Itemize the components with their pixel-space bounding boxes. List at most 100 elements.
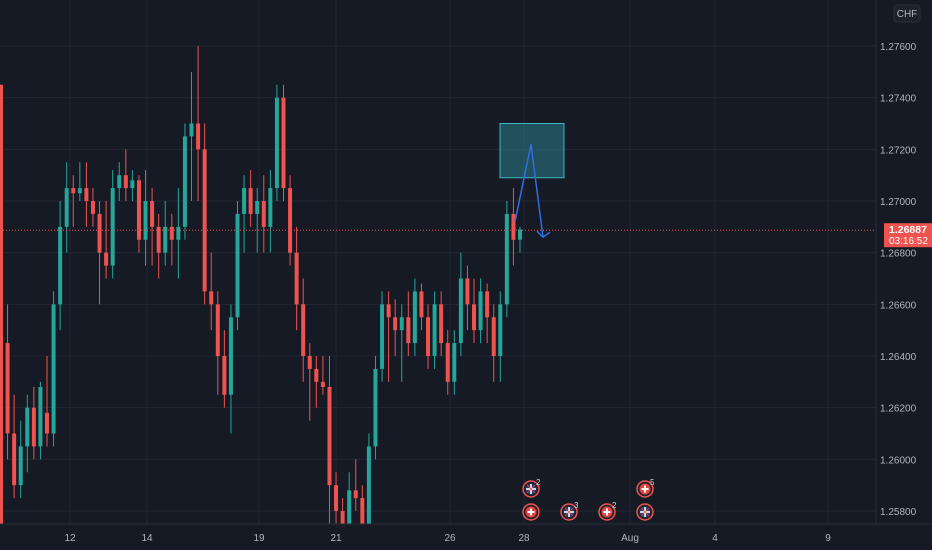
price-axis[interactable]: [876, 0, 932, 524]
uk-flag-icon[interactable]: 2: [522, 478, 541, 498]
candle-body: [189, 123, 194, 137]
candle-body: [419, 291, 424, 318]
candle-body: [353, 490, 358, 499]
candle-body: [452, 343, 457, 382]
last-price-value: 1.26887: [889, 224, 927, 236]
swiss-flag-icon[interactable]: 2: [598, 501, 617, 521]
candle-body: [274, 97, 279, 189]
projection-arrow-head: [536, 230, 551, 239]
candle-body: [412, 291, 417, 344]
candle-body: [498, 304, 503, 356]
candle-body: [478, 291, 483, 331]
candle-body: [366, 446, 371, 524]
price-tick-label: 1.27600: [880, 42, 917, 53]
economic-event-markers[interactable]: 2 3 2 5: [522, 478, 655, 521]
candle-body: [156, 226, 161, 253]
price-tick-label: 1.26200: [880, 404, 917, 415]
currency-badge[interactable]: [893, 4, 921, 23]
time-tick-label: 19: [253, 533, 265, 544]
candle-body: [123, 175, 128, 189]
candle-body: [5, 343, 10, 434]
candle-body: [340, 511, 345, 524]
candle-body: [202, 149, 207, 292]
candle-body: [182, 136, 187, 227]
candle-body: [196, 123, 201, 150]
candle-body: [334, 485, 339, 511]
candle-body: [176, 226, 181, 240]
candle-body: [215, 304, 220, 356]
last-price-tag-bg: [884, 223, 932, 248]
time-axis-ticks: 12 14 19 21 26 28 Aug 4 9: [64, 533, 831, 544]
grid-lines: [0, 0, 876, 524]
price-tick-label: 1.26800: [880, 249, 917, 260]
uk-flag-icon[interactable]: [636, 503, 654, 521]
candle-body: [18, 446, 23, 486]
candle-body: [209, 291, 214, 305]
candle-body: [320, 381, 325, 387]
candle-body: [281, 97, 286, 189]
candle-body: [117, 175, 122, 189]
time-axis[interactable]: [0, 524, 932, 550]
candle-body: [307, 356, 312, 369]
price-tick-label: 1.27400: [880, 94, 917, 105]
candle-body: [150, 201, 155, 227]
swiss-flag-icon[interactable]: 5: [636, 478, 655, 498]
candle-body: [426, 317, 431, 356]
candle-body: [110, 188, 115, 266]
event-count: 3: [574, 501, 579, 510]
candle-body: [163, 226, 168, 253]
candle-body: [406, 317, 411, 344]
drawings[interactable]: [499, 123, 565, 239]
candle-body: [51, 304, 56, 434]
candle-body: [25, 407, 30, 447]
time-tick-label: 28: [518, 533, 530, 544]
candle-body: [268, 188, 273, 227]
last-price-tag: 1.26887 03:16:52: [884, 223, 932, 248]
candle-body: [136, 180, 141, 240]
price-tick-label: 1.27200: [880, 145, 917, 156]
candle-body: [64, 188, 69, 227]
candle-body: [242, 188, 247, 214]
candle-body: [511, 213, 516, 240]
candle-body: [255, 201, 260, 214]
time-tick-label: 21: [330, 533, 342, 544]
candle-body: [491, 317, 496, 356]
time-tick-label: 14: [141, 533, 153, 544]
time-tick-label: 12: [64, 533, 76, 544]
candle-body: [97, 213, 102, 253]
candle-body: [38, 387, 43, 447]
candles: [0, 46, 522, 537]
uk-flag-icon[interactable]: 3: [560, 501, 579, 521]
projection-arrow[interactable]: [514, 144, 544, 238]
price-tick-label: 1.26400: [880, 352, 917, 363]
candle-body: [44, 412, 49, 434]
candle-body: [31, 407, 36, 447]
candle-body: [222, 356, 227, 395]
time-tick-label: Aug: [621, 533, 639, 544]
countdown-value: 03:16:52: [889, 236, 928, 247]
candle-body: [0, 84, 3, 537]
candle-body: [104, 252, 109, 266]
candle-body: [518, 229, 522, 240]
candle-body: [71, 188, 76, 194]
candle-body: [248, 188, 253, 214]
candle-body: [347, 490, 352, 524]
candle-body: [327, 387, 332, 486]
candle-body: [301, 304, 306, 356]
currency-label: CHF: [897, 9, 918, 20]
candle-body: [77, 188, 82, 194]
candle-body: [472, 304, 477, 331]
price-tick-label: 1.26600: [880, 300, 917, 311]
swiss-flag-icon[interactable]: [522, 503, 540, 521]
candle-body: [373, 368, 378, 447]
candle-body: [130, 180, 135, 189]
candle-body: [504, 213, 509, 305]
time-tick-label: 26: [444, 533, 456, 544]
candle-body: [458, 278, 463, 344]
price-axis-ticks: 1.27600 1.27400 1.27200 1.27000 1.26800 1.266…: [880, 42, 917, 518]
price-tick-label: 1.26000: [880, 455, 917, 466]
candle-body: [360, 498, 365, 524]
event-count: 2: [536, 478, 541, 487]
event-count: 2: [612, 501, 617, 510]
